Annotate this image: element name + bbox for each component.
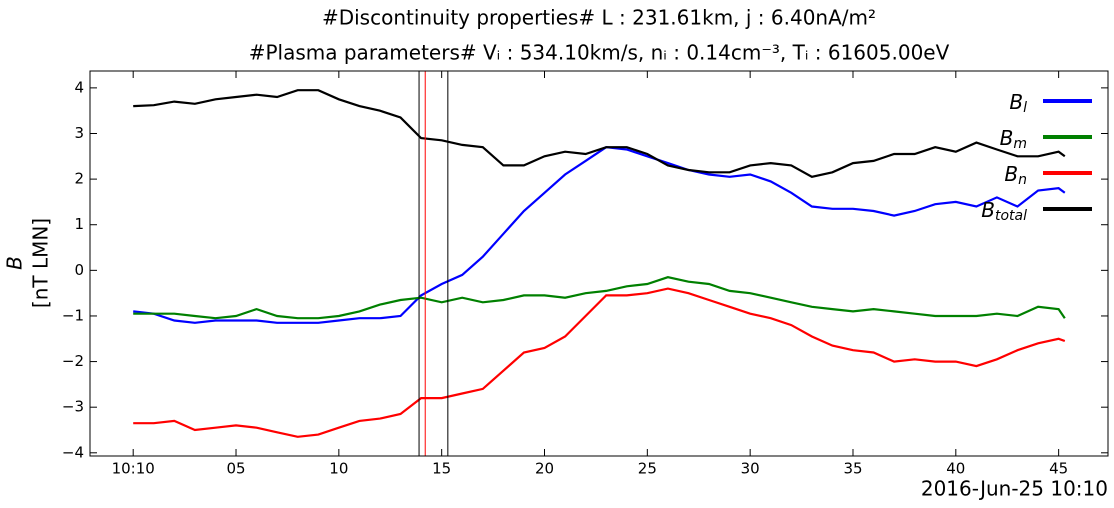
series-line	[133, 276, 1066, 320]
plot-frame	[89, 70, 1109, 457]
y-tick-label: 0	[74, 261, 84, 279]
y-tick-label: 1	[74, 215, 84, 233]
chart-title: #Discontinuity properties# L : 231.61km,…	[322, 6, 876, 30]
x-tick-label: 20	[535, 460, 554, 478]
y-tick-label: 2	[74, 170, 84, 188]
y-tick-label: −3	[62, 398, 84, 416]
legend-label: Bn	[1004, 162, 1027, 189]
chart-subtitle: #Plasma parameters# Vᵢ : 534.10km/s, nᵢ …	[249, 41, 950, 65]
x-tick-label: 05	[226, 460, 245, 478]
y-tick-label: −2	[62, 352, 84, 370]
x-tick-label: 15	[432, 460, 451, 478]
y-tick-label: −1	[62, 306, 84, 324]
x-tick-label: 40	[946, 460, 965, 478]
x-tick-label: 30	[741, 460, 760, 478]
x-axis-label: 2016-Jun-25 10:10	[921, 477, 1108, 501]
y-axis-label: [nT LMN]	[29, 218, 53, 308]
legend-label: Btotal	[981, 198, 1027, 225]
x-tick-label: 45	[1049, 460, 1068, 478]
x-tick-label: 25	[638, 460, 657, 478]
x-tick-label: 35	[843, 460, 862, 478]
legend-label: Bl	[1009, 90, 1027, 117]
y-tick-label: −4	[62, 443, 84, 461]
series-line	[133, 146, 1066, 324]
y-tick-label: 4	[74, 78, 84, 96]
x-tick-label: 10:10	[112, 460, 155, 478]
y-axis-label: B	[3, 256, 27, 270]
legend-label: Bm	[1000, 126, 1027, 153]
series-line	[133, 287, 1066, 438]
series-line	[133, 89, 1066, 178]
y-tick-label: 3	[74, 124, 84, 142]
x-tick-label: 10	[329, 460, 348, 478]
